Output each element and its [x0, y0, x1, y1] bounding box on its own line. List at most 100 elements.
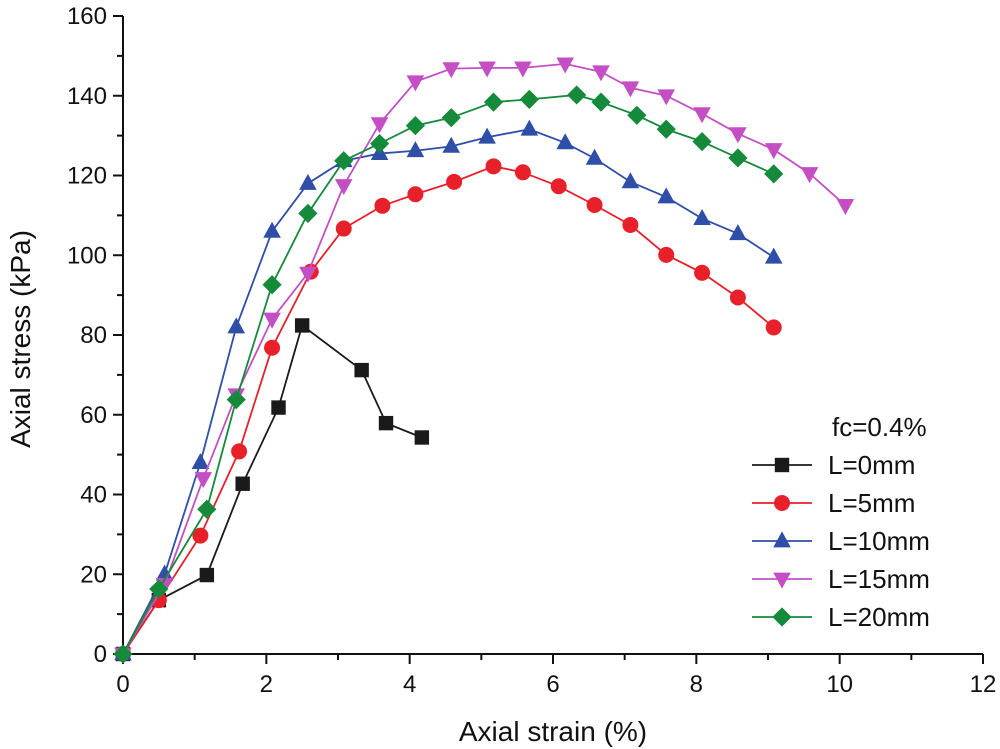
x-axis-title: Axial strain (%)	[459, 716, 647, 747]
data-point	[519, 89, 539, 109]
data-point	[591, 92, 611, 112]
legend-marker	[774, 457, 790, 473]
data-point	[335, 220, 352, 237]
data-point	[442, 136, 461, 153]
series-line	[122, 128, 775, 655]
data-point	[155, 564, 174, 581]
data-point	[149, 579, 169, 599]
data-point	[693, 208, 711, 225]
legend-marker	[773, 572, 791, 589]
series-layer	[113, 57, 855, 664]
data-point	[550, 178, 567, 195]
data-point	[194, 472, 213, 489]
y-tick-label: 20	[80, 561, 107, 588]
legend-marker	[773, 531, 791, 548]
data-point	[556, 133, 574, 150]
y-tick-label: 40	[80, 482, 107, 509]
x-tick-label: 2	[260, 671, 273, 698]
data-point	[354, 362, 369, 378]
x-tick-label: 0	[116, 671, 129, 698]
legend-marker	[774, 495, 790, 511]
data-point	[627, 105, 647, 125]
data-point	[658, 246, 675, 263]
x-tick-label: 10	[826, 671, 853, 698]
legend-item: L=15mm	[752, 564, 930, 594]
data-point	[271, 400, 286, 415]
data-point	[197, 499, 217, 519]
legend-item: L=20mm	[752, 602, 930, 632]
series-line	[122, 323, 423, 655]
data-point	[192, 527, 209, 544]
data-point	[621, 172, 640, 189]
series	[114, 119, 783, 661]
legend: fc=0.4% L=0mm L=5mm L=10mm L=15mm L=20mm	[752, 412, 930, 632]
y-tick-label: 60	[80, 402, 107, 429]
series	[115, 318, 430, 662]
legend-label: L=10mm	[828, 526, 930, 556]
legend-item: L=5mm	[752, 488, 915, 518]
data-point	[656, 119, 676, 139]
data-point	[406, 141, 425, 158]
data-point	[586, 197, 603, 214]
x-tick-label: 4	[403, 671, 416, 698]
data-point	[836, 199, 855, 216]
data-point	[405, 116, 425, 136]
data-point	[334, 179, 353, 196]
data-point	[485, 158, 502, 175]
data-point	[694, 264, 711, 281]
data-point	[800, 167, 819, 184]
x-tick-label: 12	[970, 671, 997, 698]
legend-label: L=15mm	[828, 564, 930, 594]
data-point	[483, 92, 504, 112]
y-tick-label: 120	[67, 163, 107, 190]
data-point	[728, 148, 748, 168]
data-point	[299, 266, 317, 283]
data-point	[764, 143, 783, 160]
data-point	[592, 65, 610, 82]
legend-label: L=5mm	[828, 488, 915, 518]
data-point	[235, 476, 250, 491]
series	[114, 57, 855, 664]
data-point	[414, 430, 430, 445]
data-point	[113, 644, 133, 664]
data-point	[298, 203, 318, 223]
data-point	[334, 151, 354, 171]
data-point	[520, 119, 539, 136]
data-point	[263, 312, 281, 329]
legend-item: L=0mm	[752, 450, 915, 480]
data-point	[567, 85, 587, 105]
y-tick-label: 80	[80, 322, 107, 349]
data-point	[657, 89, 676, 106]
y-tick-label: 140	[67, 83, 107, 110]
data-point	[657, 187, 676, 204]
data-point	[442, 62, 461, 79]
y-tick-label: 160	[67, 3, 107, 30]
data-point	[231, 443, 248, 460]
data-point	[764, 164, 784, 184]
data-point	[622, 216, 639, 233]
data-point	[729, 224, 747, 241]
data-point	[514, 164, 531, 181]
data-point	[514, 61, 532, 78]
y-tick-label: 0	[94, 641, 107, 668]
data-point	[294, 318, 310, 333]
data-point	[406, 75, 425, 92]
legend-marker	[772, 607, 792, 627]
legend-label: L=0mm	[828, 450, 915, 480]
data-point	[621, 81, 640, 98]
data-point	[446, 173, 463, 190]
data-point	[264, 339, 281, 356]
data-point	[191, 453, 210, 469]
data-point	[299, 173, 317, 190]
data-point	[729, 127, 747, 144]
data-point	[262, 275, 282, 295]
x-tick-label: 8	[690, 671, 703, 698]
data-point	[441, 108, 461, 128]
data-point	[407, 186, 424, 203]
data-point	[692, 132, 712, 152]
data-point	[226, 389, 246, 410]
data-point	[478, 127, 496, 144]
data-point	[764, 247, 783, 264]
data-point	[729, 289, 746, 306]
